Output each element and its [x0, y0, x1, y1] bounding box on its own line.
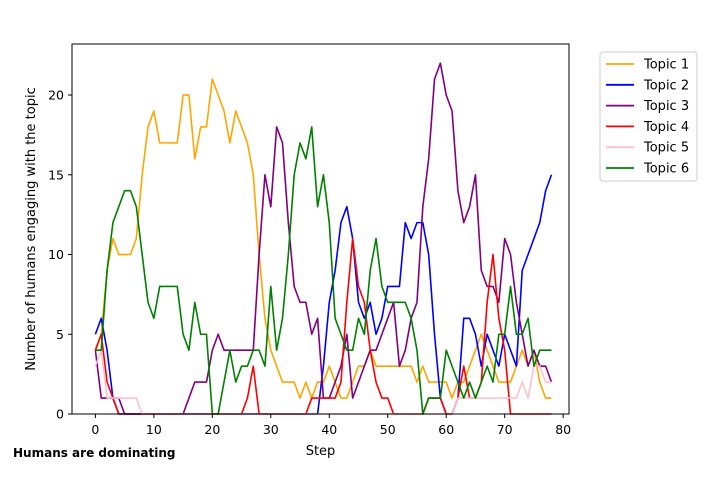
x-tick-label: 20	[204, 422, 220, 437]
legend: Topic 1 Topic 2 Topic 3 Topic 4 Topic 5 Topic…	[599, 51, 698, 182]
series-line-topic-6	[95, 126, 552, 415]
x-axis-ticks: 0 10 20 30 40 50 60 70 80	[91, 414, 571, 437]
y-axis-label: Number of humans engaging with the topic	[24, 87, 39, 370]
x-tick-label: 40	[321, 422, 337, 437]
x-tick-label: 10	[146, 422, 162, 437]
legend-label: Topic 5	[643, 141, 689, 156]
y-axis-ticks: 0 5 10 15 20	[48, 88, 72, 422]
legend-label: Topic 6	[643, 162, 689, 177]
legend-label: Topic 2	[643, 78, 689, 93]
x-axis-label: Step	[306, 444, 336, 459]
x-tick-label: 70	[497, 422, 513, 437]
x-tick-label: 30	[263, 422, 279, 437]
caption: Humans are dominating	[13, 446, 176, 460]
series-line-topic-1	[94, 78, 552, 399]
y-tick-label: 10	[48, 247, 64, 262]
legend-label: Topic 3	[643, 99, 689, 114]
plot-frame	[71, 43, 570, 415]
x-tick-label: 80	[555, 422, 571, 437]
legend-label: Topic 1	[643, 58, 689, 73]
x-tick-label: 60	[438, 422, 454, 437]
plot-lines	[94, 62, 553, 415]
x-tick-label: 0	[91, 422, 99, 437]
x-tick-label: 50	[380, 422, 396, 437]
y-tick-label: 0	[56, 407, 64, 422]
legend-label: Topic 4	[643, 120, 689, 135]
y-tick-label: 15	[48, 167, 64, 182]
y-tick-label: 5	[56, 327, 64, 342]
y-tick-label: 20	[48, 88, 64, 103]
